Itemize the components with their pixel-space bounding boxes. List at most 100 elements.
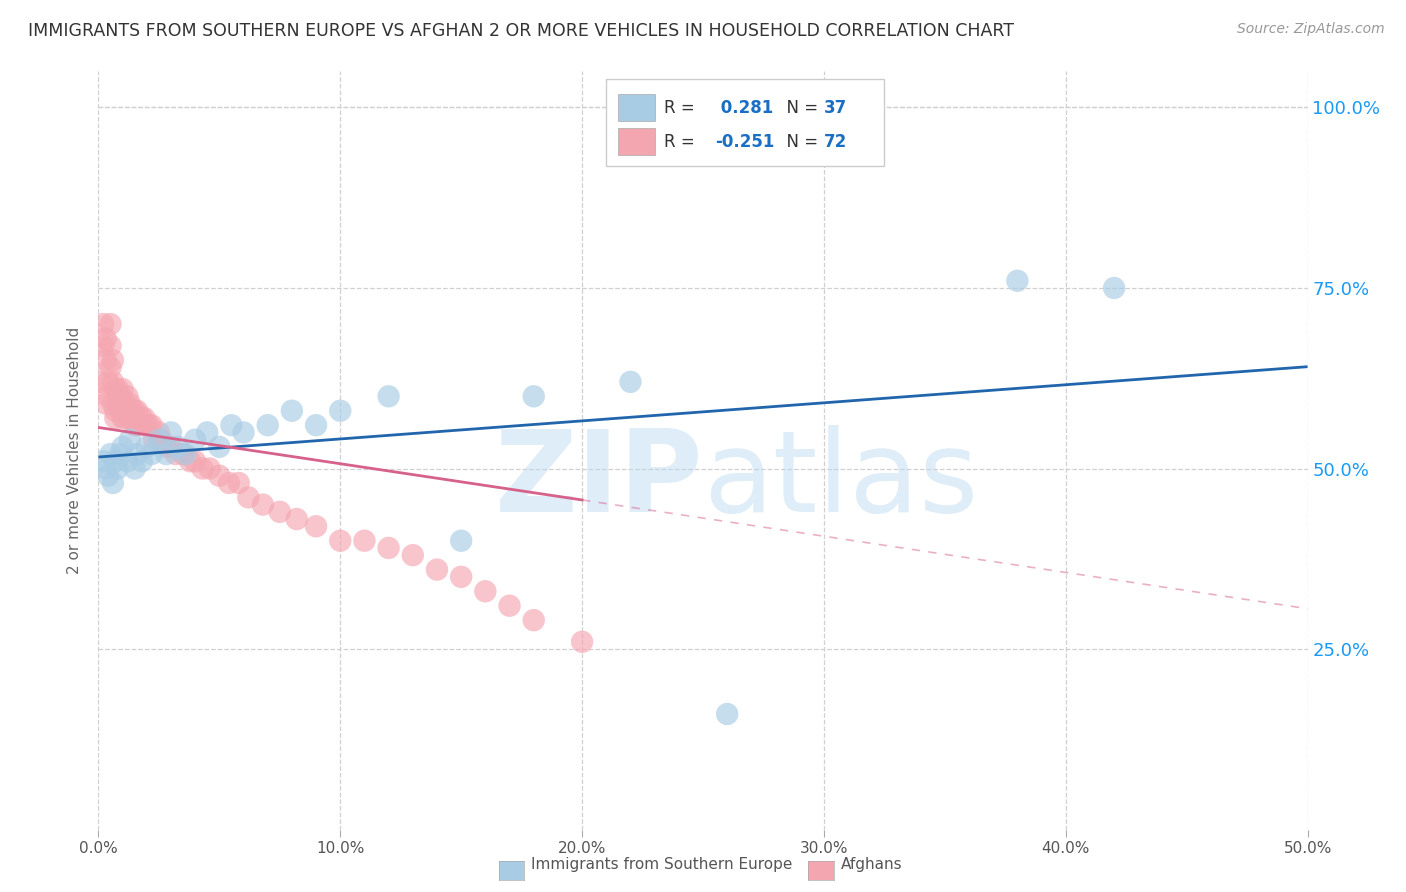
Point — [121, 411, 143, 425]
Point — [94, 332, 117, 346]
Point — [281, 403, 304, 417]
Point — [571, 635, 593, 649]
Point — [104, 382, 127, 396]
FancyBboxPatch shape — [619, 128, 655, 155]
Point — [107, 389, 129, 403]
Point — [135, 440, 157, 454]
Point — [208, 468, 231, 483]
Point — [155, 447, 177, 461]
Text: 72: 72 — [824, 133, 848, 151]
Point — [377, 389, 399, 403]
Point — [305, 519, 328, 533]
Point — [426, 563, 449, 577]
Point — [97, 468, 120, 483]
Point — [716, 706, 738, 721]
Point — [127, 447, 149, 461]
Point — [141, 447, 163, 461]
Point — [111, 440, 134, 454]
Point — [1007, 274, 1029, 288]
Point — [160, 440, 183, 454]
FancyBboxPatch shape — [606, 79, 884, 166]
Point — [91, 454, 114, 468]
Point — [104, 403, 127, 417]
Text: atlas: atlas — [703, 425, 979, 536]
Text: ZIP: ZIP — [495, 425, 703, 536]
Point — [195, 425, 218, 440]
Point — [97, 375, 120, 389]
Point — [94, 396, 117, 410]
Point — [184, 433, 207, 447]
Text: R =: R = — [664, 99, 700, 117]
Point — [353, 533, 375, 548]
Point — [148, 433, 170, 447]
Point — [101, 396, 124, 410]
Text: Afghans: Afghans — [841, 857, 903, 872]
Point — [1102, 281, 1125, 295]
Point — [114, 396, 136, 410]
Point — [101, 353, 124, 368]
Point — [108, 389, 131, 403]
Point — [208, 440, 231, 454]
Point — [523, 613, 546, 627]
Point — [329, 403, 352, 417]
Text: Source: ZipAtlas.com: Source: ZipAtlas.com — [1237, 22, 1385, 37]
Point — [134, 411, 156, 425]
Point — [150, 433, 173, 447]
Point — [127, 403, 149, 417]
Point — [118, 411, 141, 425]
Point — [124, 461, 146, 475]
Point — [131, 411, 153, 425]
Point — [118, 396, 141, 410]
Point — [100, 447, 122, 461]
Point — [104, 411, 127, 425]
Point — [498, 599, 520, 613]
Point — [252, 498, 274, 512]
Point — [174, 447, 197, 461]
Point — [117, 454, 139, 468]
Point — [172, 447, 194, 461]
Point — [131, 454, 153, 468]
Point — [256, 418, 278, 433]
Point — [101, 475, 124, 490]
Point — [402, 548, 425, 562]
Point — [474, 584, 496, 599]
Point — [108, 447, 131, 461]
Text: R =: R = — [664, 133, 700, 151]
Point — [111, 396, 134, 410]
Text: -0.251: -0.251 — [716, 133, 775, 151]
Point — [107, 461, 129, 475]
Point — [101, 375, 124, 389]
Point — [141, 418, 163, 433]
Point — [232, 425, 254, 440]
Point — [198, 461, 221, 475]
Point — [108, 403, 131, 417]
Point — [100, 339, 122, 353]
Point — [305, 418, 328, 433]
Point — [127, 418, 149, 433]
Point — [111, 411, 134, 425]
Point — [121, 403, 143, 417]
Point — [104, 454, 127, 468]
Point — [165, 447, 187, 461]
Point — [148, 425, 170, 440]
Point — [97, 389, 120, 403]
Point — [124, 418, 146, 433]
Point — [124, 403, 146, 417]
Point — [238, 491, 260, 505]
Text: 37: 37 — [824, 99, 848, 117]
Point — [94, 353, 117, 368]
Point — [91, 339, 114, 353]
Point — [90, 375, 112, 389]
Point — [450, 533, 472, 548]
Point — [128, 418, 150, 433]
Point — [107, 396, 129, 410]
Point — [100, 360, 122, 375]
Point — [450, 570, 472, 584]
Point — [107, 382, 129, 396]
Point — [100, 317, 122, 331]
Text: Immigrants from Southern Europe: Immigrants from Southern Europe — [531, 857, 793, 872]
Point — [523, 389, 546, 403]
Point — [111, 382, 134, 396]
Y-axis label: 2 or more Vehicles in Household: 2 or more Vehicles in Household — [67, 326, 83, 574]
Point — [117, 389, 139, 403]
